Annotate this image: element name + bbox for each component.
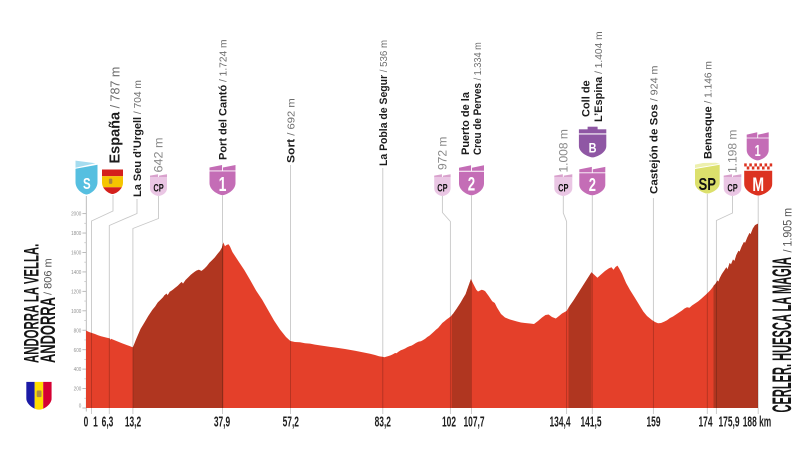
svg-text:1: 1 (755, 142, 761, 159)
svg-text:13,2: 13,2 (125, 413, 141, 430)
svg-text:102: 102 (442, 413, 456, 430)
svg-text:Benasque / 1.146 m: Benasque / 1.146 m (702, 61, 714, 159)
svg-text:M: M (752, 174, 764, 196)
svg-text:972 m: 972 m (436, 137, 450, 170)
svg-text:ANDORRA LA VELLA.: ANDORRA LA VELLA. (19, 244, 44, 363)
svg-text:200: 200 (74, 386, 82, 392)
svg-text:CP: CP (153, 181, 163, 194)
svg-text:1400: 1400 (71, 270, 81, 276)
svg-text:2: 2 (468, 174, 475, 195)
svg-text:Port del Cantó / 1.724 m: Port del Cantó / 1.724 m (218, 40, 230, 160)
svg-text:1800: 1800 (71, 231, 81, 237)
svg-text:400: 400 (74, 367, 82, 373)
svg-text:CP: CP (558, 181, 568, 194)
svg-text:1.198 m: 1.198 m (726, 130, 740, 173)
svg-text:La Seu d’Urgell / 704 m: La Seu d’Urgell / 704 m (132, 80, 144, 197)
svg-text:B: B (589, 140, 597, 156)
svg-text:Castejón de Sos / 924 m: Castejón de Sos / 924 m (649, 66, 661, 194)
svg-text:L’Espina / 1.404 m: L’Espina / 1.404 m (593, 31, 605, 122)
svg-text:La Pobla de Segur / 536 m: La Pobla de Segur / 536 m (378, 40, 390, 166)
svg-text:83,2: 83,2 (375, 413, 391, 430)
svg-text:1600: 1600 (71, 250, 81, 256)
svg-text:175,9: 175,9 (719, 413, 740, 430)
svg-text:600: 600 (74, 347, 82, 353)
svg-text:Creu de Perves / 1.334 m: Creu de Perves / 1.334 m (473, 42, 485, 155)
svg-text:S: S (83, 175, 91, 192)
svg-text:800: 800 (74, 328, 82, 334)
svg-text:0: 0 (84, 413, 89, 430)
svg-text:Coll de: Coll de (581, 80, 593, 117)
svg-text:2: 2 (589, 176, 596, 196)
svg-text:1: 1 (93, 413, 98, 430)
svg-text:Sort / 692 m: Sort / 692 m (286, 98, 297, 163)
svg-text:0: 0 (79, 403, 82, 409)
svg-text:6,3: 6,3 (102, 413, 114, 430)
svg-text:642 m: 642 m (152, 137, 166, 172)
svg-text:ANDORRA: ANDORRA (36, 297, 60, 363)
svg-text:37,9: 37,9 (214, 413, 230, 430)
svg-text:141,5: 141,5 (581, 413, 602, 430)
svg-text:CP: CP (727, 181, 737, 194)
svg-text:2000: 2000 (71, 211, 81, 217)
svg-text:1: 1 (219, 172, 227, 195)
svg-text:/ 806 m: / 806 m (43, 258, 55, 295)
svg-text:188 km: 188 km (743, 413, 772, 430)
svg-text:174: 174 (698, 413, 712, 430)
svg-text:1.008 m: 1.008 m (556, 129, 570, 172)
svg-text:SP: SP (699, 175, 717, 194)
svg-text:134,4: 134,4 (550, 413, 571, 430)
svg-text:159: 159 (646, 413, 660, 430)
svg-text:57,2: 57,2 (283, 413, 299, 430)
svg-text:CP: CP (437, 181, 447, 194)
svg-text:Puerto de la: Puerto de la (460, 91, 472, 155)
svg-text:España / 787 m: España / 787 m (108, 67, 124, 164)
svg-text:1200: 1200 (71, 289, 81, 295)
svg-text:CERLER. HUESCA LA MAGIA: CERLER. HUESCA LA MAGIA (767, 257, 797, 412)
svg-text:107,7: 107,7 (464, 413, 485, 430)
svg-text:/ 1.905 m: / 1.905 m (782, 208, 794, 253)
svg-text:1000: 1000 (71, 309, 81, 315)
